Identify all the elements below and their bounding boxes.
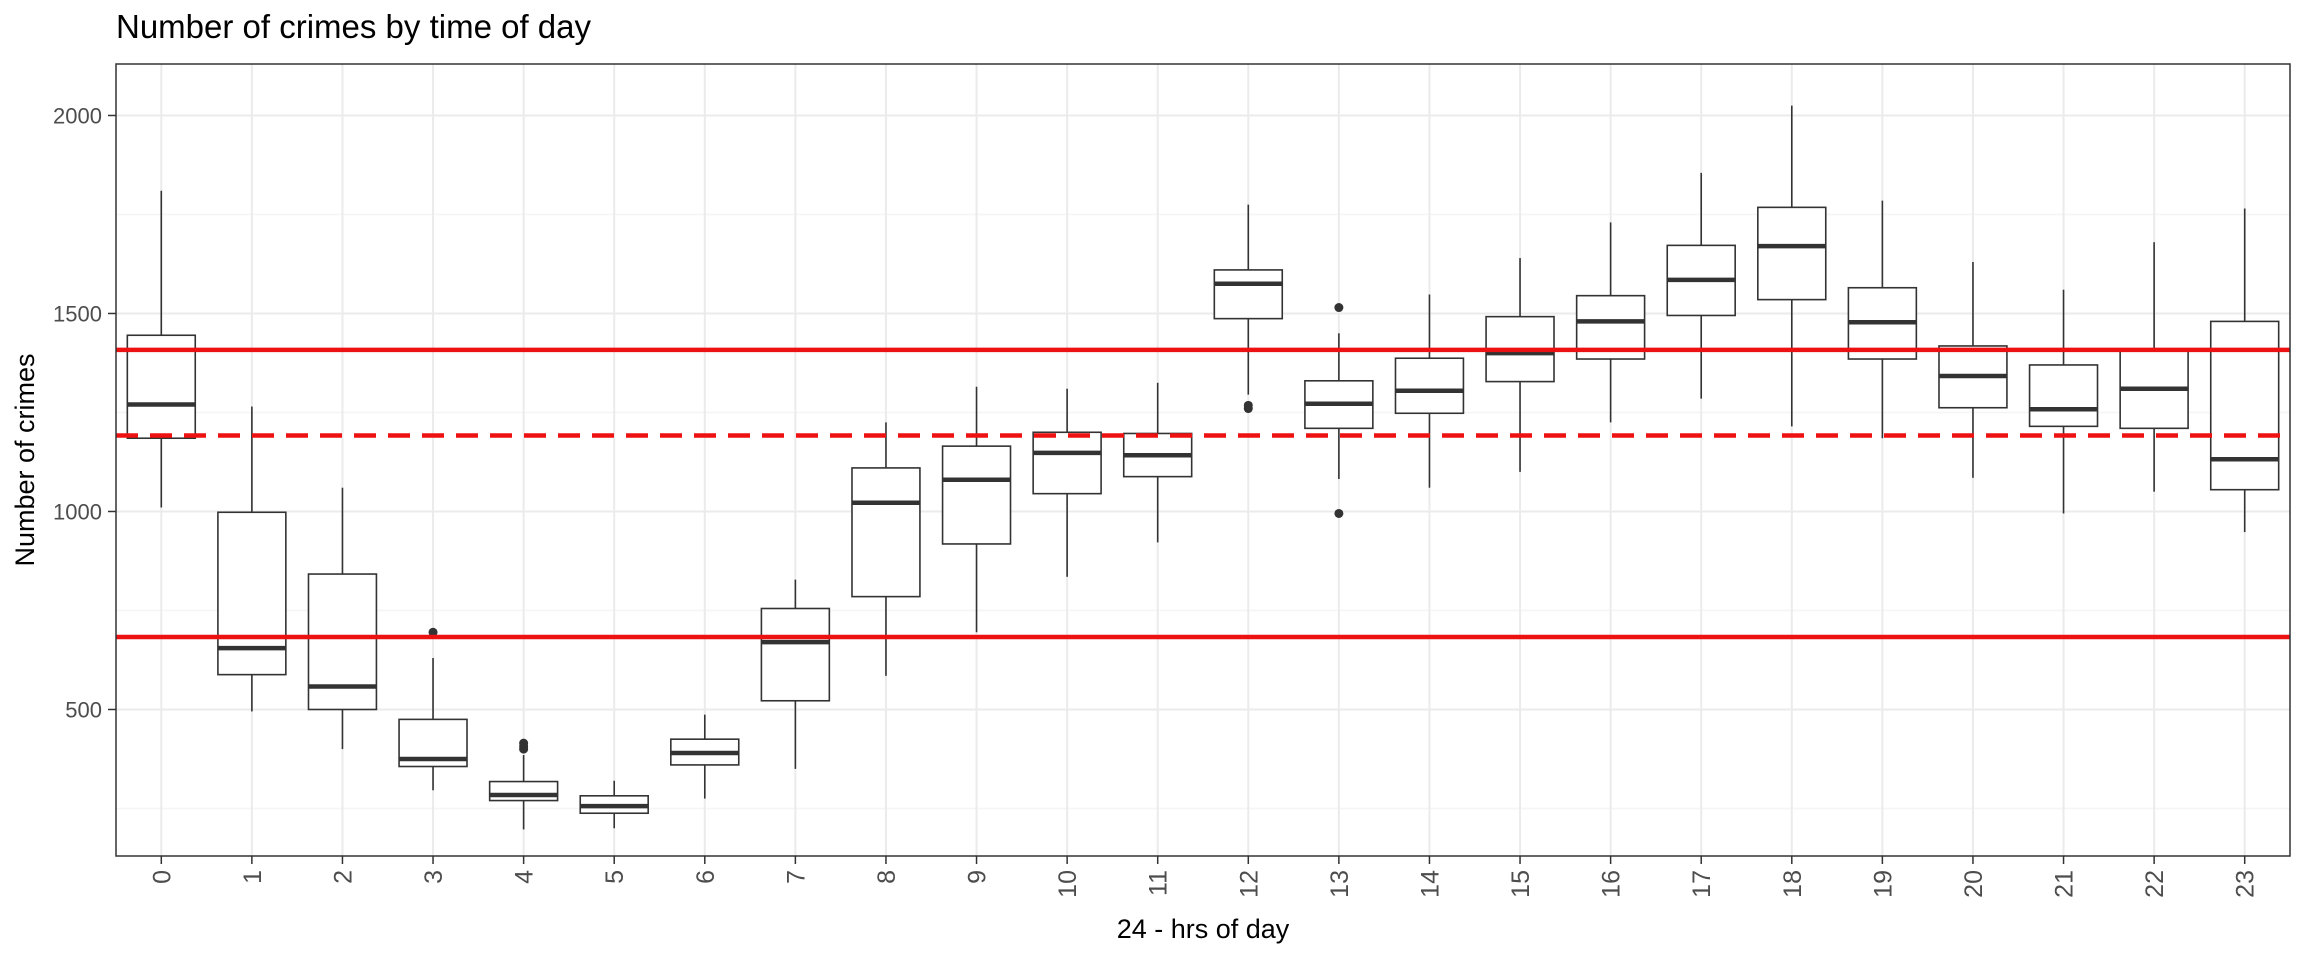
outlier-point xyxy=(519,738,529,748)
y-axis: 500 1000 1500 2000 xyxy=(53,103,116,722)
reference-lines xyxy=(116,347,2290,640)
chart-title: Number of crimes by time of day xyxy=(116,8,591,45)
box-hour-22 xyxy=(2119,242,2189,492)
x-tick-label: 22 xyxy=(2141,870,2169,898)
x-tick-label: 17 xyxy=(1688,870,1716,898)
x-tick-label: 10 xyxy=(1054,870,1082,898)
outlier-point xyxy=(1334,303,1344,313)
box-body xyxy=(1213,269,1284,320)
outlier-point xyxy=(1334,508,1344,518)
box-hour-5 xyxy=(579,780,649,829)
y-tick-label: 500 xyxy=(65,697,102,722)
x-tick-label: 13 xyxy=(1326,870,1354,898)
box-hour-17 xyxy=(1666,172,1736,399)
box-body xyxy=(941,445,1012,545)
x-tick-label: 23 xyxy=(2232,870,2260,898)
x-tick-label: 6 xyxy=(692,870,720,884)
x-tick-label: 15 xyxy=(1507,870,1535,898)
box-body xyxy=(126,334,197,440)
box-body xyxy=(760,607,831,702)
box-hour-20 xyxy=(1938,262,2008,478)
panel-border xyxy=(115,63,2291,857)
y-tick-label: 1000 xyxy=(53,499,102,524)
box-hour-1 xyxy=(217,406,287,712)
box-body xyxy=(1032,431,1102,495)
x-tick-label: 7 xyxy=(782,870,810,884)
box-hour-15 xyxy=(1485,258,1555,472)
box-body xyxy=(1394,357,1465,415)
x-tick-label: 1 xyxy=(239,870,267,884)
outlier-point xyxy=(1243,400,1253,410)
box-body xyxy=(851,467,921,598)
box-hour-6 xyxy=(670,714,740,799)
x-tick-label: 18 xyxy=(1779,870,1807,898)
box-hour-8 xyxy=(851,422,921,676)
x-tick-label: 4 xyxy=(511,870,539,884)
x-axis-label: 24 - hrs of day xyxy=(1117,914,1290,944)
x-tick-label: 16 xyxy=(1598,870,1626,898)
box-hour-12 xyxy=(1213,204,1284,414)
x-tick-label: 5 xyxy=(601,870,629,884)
x-tick-label: 9 xyxy=(964,870,992,884)
box-body xyxy=(488,780,559,802)
x-tick-label: 8 xyxy=(873,870,901,884)
box-layer xyxy=(126,105,2280,830)
x-tick-label: 14 xyxy=(1416,870,1444,898)
box-hour-19 xyxy=(1847,200,1918,439)
box-hour-18 xyxy=(1757,105,1827,427)
box-hour-11 xyxy=(1122,382,1193,543)
y-tick-label: 1500 xyxy=(53,301,102,326)
box-hour-16 xyxy=(1575,222,1646,423)
x-tick-label: 2 xyxy=(329,870,357,884)
box-hour-7 xyxy=(760,579,831,769)
x-tick-label: 12 xyxy=(1235,870,1263,898)
box-body xyxy=(1757,206,1827,301)
box-hour-3 xyxy=(398,627,468,791)
y-axis-label: Number of crimes xyxy=(10,353,40,566)
box-hour-21 xyxy=(2028,289,2099,514)
box-hour-2 xyxy=(307,487,378,750)
box-hour-9 xyxy=(941,386,1012,633)
x-tick-label: 3 xyxy=(420,870,448,884)
x-tick-label: 11 xyxy=(1145,870,1173,896)
x-tick-label: 0 xyxy=(148,870,176,884)
x-tick-label: 20 xyxy=(1960,870,1988,898)
outlier-point xyxy=(428,627,438,637)
x-axis: 0 1 2 3 4 5 6 7 8 9 10 11 12 13 14 15 16 17 18 19 20 21 22 23 xyxy=(148,856,2260,898)
box-body xyxy=(2028,364,2099,428)
box-hour-10 xyxy=(1032,388,1102,577)
x-tick-label: 19 xyxy=(1869,870,1897,898)
box-hour-4 xyxy=(488,738,559,830)
x-tick-label: 21 xyxy=(2051,870,2079,898)
box-hour-13 xyxy=(1304,303,1374,518)
box-hour-23 xyxy=(2209,208,2280,533)
box-hour-14 xyxy=(1394,294,1465,488)
y-tick-label: 2000 xyxy=(53,103,102,128)
box-body xyxy=(307,573,378,711)
box-hour-0 xyxy=(126,190,197,508)
box-body xyxy=(2209,320,2280,491)
